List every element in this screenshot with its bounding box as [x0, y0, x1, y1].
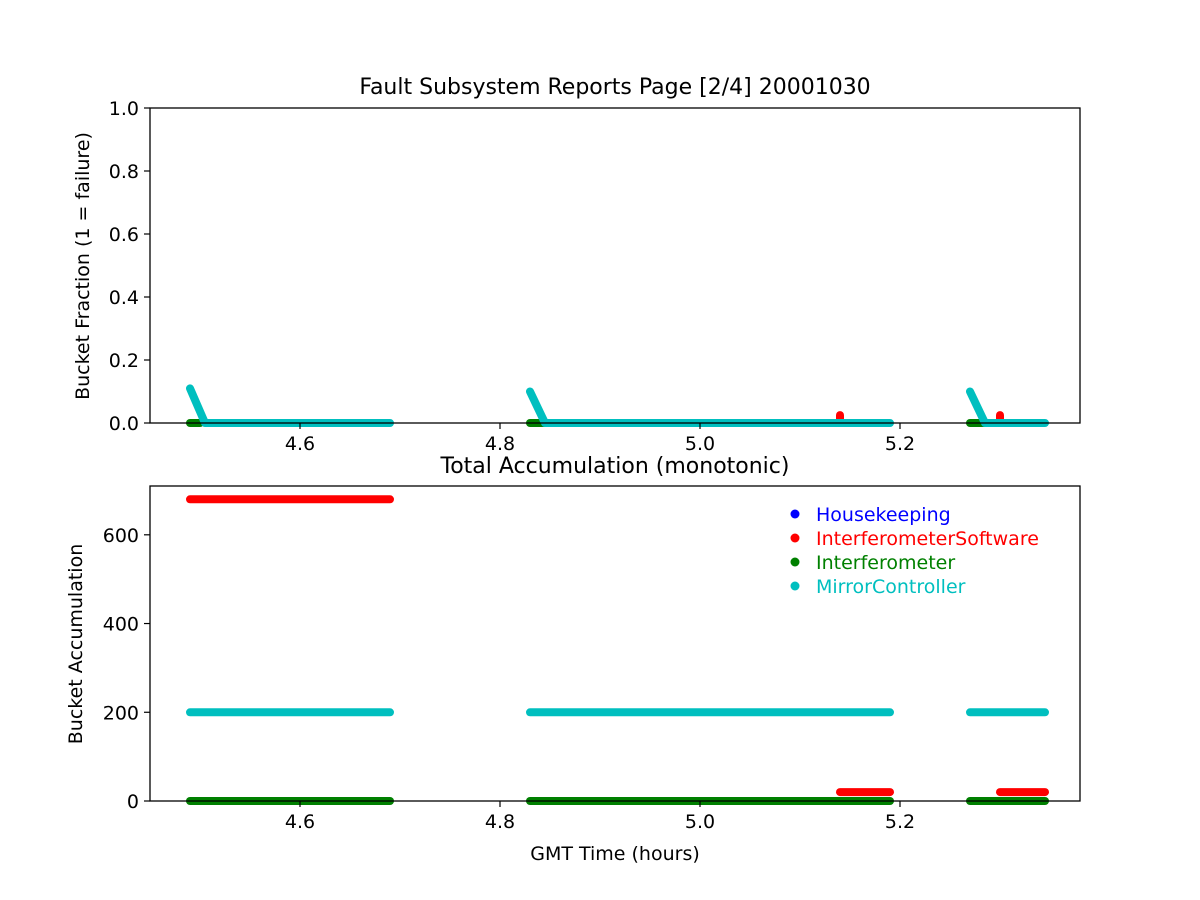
fraction-ytick-label: 1.0: [109, 98, 139, 120]
accumulation-title: Total Accumulation (monotonic): [440, 454, 790, 479]
legend-marker-interferometer: [790, 557, 800, 567]
fraction-ytick-label: 0.0: [109, 413, 139, 435]
accumulation-xtick-label: 4.8: [485, 811, 515, 833]
fraction-xtick-label: 4.8: [485, 433, 515, 455]
fraction-ytick-label: 0.6: [109, 224, 139, 246]
accumulation-axes-frame: [149, 485, 1081, 802]
legend-marker-mirrorcontroller: [790, 581, 800, 591]
legend-marker-housekeeping: [790, 509, 800, 519]
legend-item: MirrorController: [790, 576, 966, 598]
accumulation-xtick-label: 4.6: [285, 811, 315, 833]
legend-item: Interferometer: [790, 552, 955, 574]
fraction-axes-frame: [149, 107, 1081, 424]
legend-label-mirrorcontroller: MirrorController: [816, 576, 966, 598]
legend-item: InterferometerSoftware: [790, 528, 1039, 550]
fraction-ytick-label: 0.8: [109, 161, 139, 183]
accumulation-ytick-label: 0: [127, 791, 139, 813]
accumulation-ytick-label: 400: [103, 614, 139, 636]
legend-label-housekeeping: Housekeeping: [816, 504, 951, 526]
legend-item: Housekeeping: [790, 504, 951, 526]
accumulation-xtick-label: 5.0: [685, 811, 715, 833]
fraction-xtick-label: 4.6: [285, 433, 315, 455]
legend-label-interferometer: Interferometer: [816, 552, 955, 574]
fraction-xtick-label: 5.0: [685, 433, 715, 455]
accumulation-ytick-label: 200: [103, 702, 139, 724]
accumulation-xlabel: GMT Time (hours): [530, 843, 700, 865]
fraction-xtick-label: 5.2: [885, 433, 915, 455]
accumulation-xtick-label: 5.2: [885, 811, 915, 833]
legend-marker-interferometersoftware: [790, 533, 800, 543]
fraction-plot-area: [186, 384, 1049, 427]
fraction-series-mirrorcontroller: [966, 387, 1049, 427]
fraction-series-mirrorcontroller: [186, 384, 394, 427]
legend-label-interferometersoftware: InterferometerSoftware: [816, 528, 1039, 550]
fraction-ytick-label: 0.2: [109, 350, 139, 372]
fraction-ylabel: Bucket Fraction (1 = failure): [72, 132, 94, 400]
accumulation-subplot: Total Accumulation (monotonic) 4.6 4.8 5.0…: [65, 454, 1081, 865]
accumulation-ylabel: Bucket Accumulation: [65, 544, 87, 745]
fraction-subplot: 4.6 4.8 5.0 5.2 0.0 0.2 0.4 0.6 0.8 1.0 Bucket Fr…: [72, 98, 1081, 455]
legend: Housekeeping InterferometerSoftware Inte…: [790, 504, 1039, 598]
figure-title: Fault Subsystem Reports Page [2/4] 20001…: [359, 75, 870, 100]
accumulation-ytick-label: 600: [103, 525, 139, 547]
fraction-ytick-label: 0.4: [109, 287, 139, 309]
